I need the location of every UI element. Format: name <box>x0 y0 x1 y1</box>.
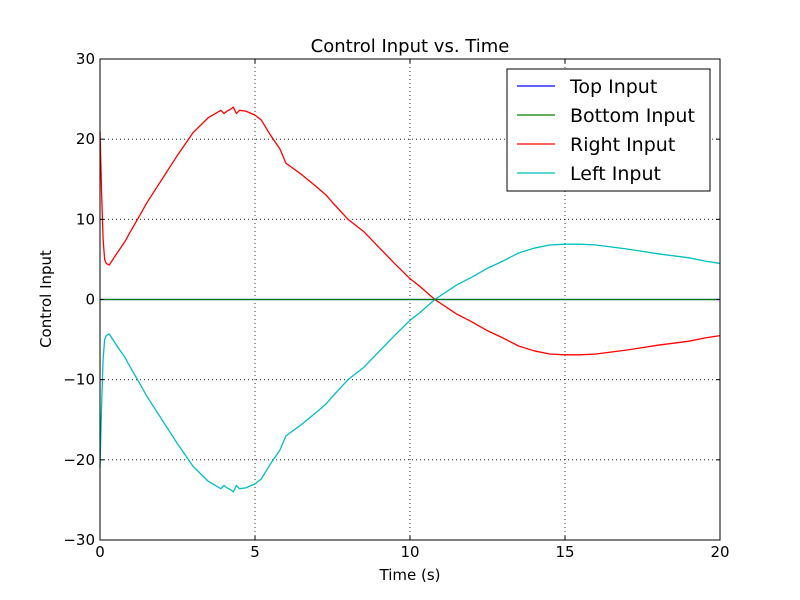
x-tick-label: 15 <box>555 543 574 561</box>
legend-box <box>506 68 711 192</box>
legend-label: Top Input <box>569 76 657 98</box>
x-tick-label: 10 <box>400 543 419 561</box>
x-tick-label: 0 <box>95 543 105 561</box>
chart-title: Control Input vs. Time <box>311 36 510 57</box>
legend-label: Bottom Input <box>570 105 695 127</box>
y-tick-label: −20 <box>63 451 95 469</box>
y-axis-label: Control Input <box>37 250 55 348</box>
x-tick-label: 20 <box>710 543 729 561</box>
ticks: 0 5 10 15 20 −30 −20 −10 0 10 20 30 <box>63 50 729 561</box>
y-tick-label: −30 <box>63 531 95 549</box>
y-tick-label: −10 <box>63 371 95 389</box>
legend-label: Left Input <box>570 163 661 185</box>
x-tick-label: 5 <box>250 543 260 561</box>
y-tick-label: 0 <box>85 291 95 309</box>
series-lines <box>99 106 721 493</box>
y-tick-label: 10 <box>76 210 95 228</box>
y-tick-label: 20 <box>76 130 95 148</box>
y-tick-label: 30 <box>76 50 95 68</box>
legend-label: Right Input <box>570 134 675 156</box>
legend: Top Input Bottom Input Right Input Left Inp… <box>506 68 711 192</box>
series-line-left-input <box>99 243 721 493</box>
series-line-right-input <box>99 106 721 356</box>
x-axis-label: Time (s) <box>379 566 441 584</box>
